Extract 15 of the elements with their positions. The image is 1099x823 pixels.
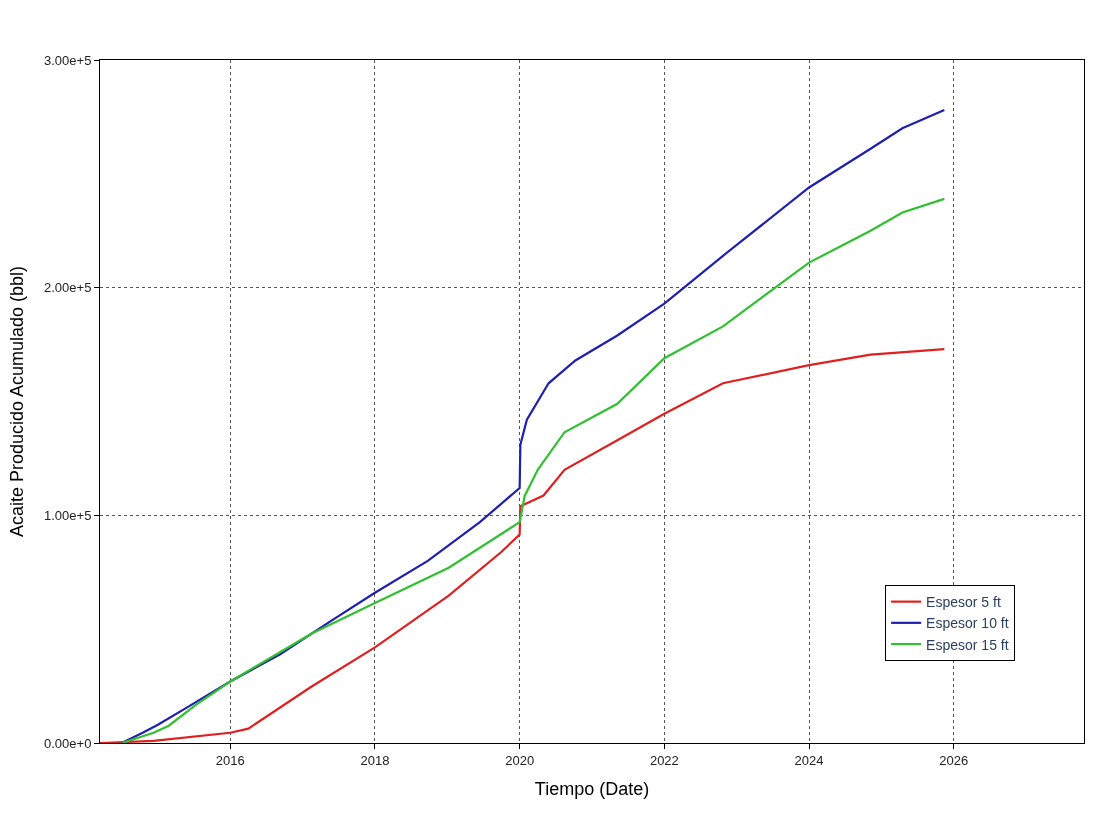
- x-tick-label: 2024: [794, 752, 824, 768]
- y-tick-label: 3.00e+5: [44, 52, 92, 68]
- legend-label: Espesor 15 ft: [926, 636, 1009, 653]
- y-tick-label: 1.00e+5: [44, 507, 92, 523]
- x-tick-label: 2018: [360, 752, 390, 768]
- x-axis-title: Tiempo (Date): [534, 778, 650, 799]
- y-tick-label: 0.00e+0: [44, 735, 92, 751]
- y-tick-label: 2.00e+5: [44, 280, 92, 296]
- x-tick-label: 2022: [649, 752, 679, 768]
- y-axis-title: Acaite Producido Acumulado (bbl): [7, 265, 28, 538]
- legend-label: Espesor 10 ft: [926, 615, 1009, 632]
- x-tick-label: 2026: [939, 752, 969, 768]
- x-tick-label: 2020: [505, 752, 535, 768]
- legend-label: Espesor 5 ft: [926, 594, 1001, 611]
- x-tick-label: 2016: [215, 752, 245, 768]
